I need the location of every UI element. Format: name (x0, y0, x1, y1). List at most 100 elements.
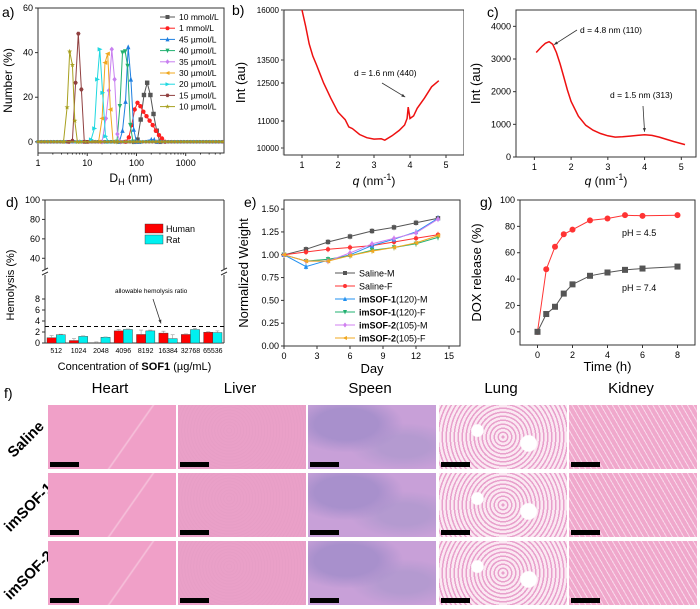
series-line-2 (283, 217, 439, 268)
histology-tile-imsof-2-kidney (569, 541, 697, 605)
data-point (144, 113, 149, 119)
x-tick-label: 4 (605, 350, 610, 360)
data-point (303, 249, 309, 255)
data-point-baseline (194, 139, 199, 144)
column-header-liver: Liver (223, 380, 257, 397)
scale-bar (571, 598, 600, 603)
data-point-baseline (58, 139, 63, 144)
data-point (109, 46, 114, 52)
data-point-baseline (185, 139, 190, 144)
legend-label: 45 µmol/L (179, 34, 217, 44)
data-point (569, 281, 576, 288)
scale-bar (180, 462, 209, 467)
x-tick-label: 1 (532, 162, 537, 172)
series-line-1 (283, 234, 439, 256)
x-tick-label: 6 (640, 350, 645, 360)
axis-break-mark (41, 271, 49, 276)
histology-tile-saline-lung (439, 405, 567, 469)
data-point-baseline (204, 139, 209, 144)
panel-label-b: b) (232, 2, 245, 18)
y-tick-label: 100 (500, 195, 515, 205)
data-point (144, 80, 150, 85)
data-point (128, 76, 134, 82)
y-tick-label: 6 (35, 305, 40, 315)
data-point (413, 230, 419, 236)
bar-human (46, 337, 57, 344)
y-axis-label: Int (au) (468, 63, 483, 104)
legend-swatch (144, 234, 164, 245)
data-point-baseline (178, 139, 183, 144)
x-tick-label: 512 (50, 348, 62, 355)
series-line-0 (537, 214, 678, 332)
data-point (73, 80, 78, 85)
legend-label: 15 µmol/L (179, 90, 217, 100)
scale-bar (310, 530, 339, 535)
x-tick-label: 9 (380, 351, 385, 361)
plot-frame (37, 7, 225, 154)
series-line-7 (68, 33, 88, 143)
data-point (639, 212, 646, 219)
saxs-curve (301, 9, 440, 142)
y-tick-label: 4000 (491, 21, 511, 31)
annotation-arrow-head (554, 41, 559, 45)
data-point-baseline (143, 139, 148, 144)
series-line-1 (537, 266, 678, 333)
annotation-text: d = 1.6 nm (440) (354, 68, 417, 78)
data-point-baseline (48, 139, 53, 144)
data-point (107, 107, 113, 112)
series-label-ph45: pH = 4.5 (622, 228, 656, 238)
data-point (125, 63, 130, 69)
data-point (128, 122, 133, 128)
data-point-baseline (140, 139, 145, 144)
data-point (369, 228, 375, 234)
data-point (120, 127, 125, 133)
x-axis-label: Time (h) (584, 359, 632, 374)
data-point (74, 139, 80, 145)
data-point (604, 215, 611, 222)
data-point (543, 266, 550, 273)
data-point-baseline (150, 139, 155, 144)
data-point (104, 51, 110, 56)
y-tick-label: 1.50 (261, 204, 279, 214)
legend-marker (165, 48, 170, 54)
data-point-baseline (175, 139, 180, 144)
x-axis-label: Day (360, 361, 384, 376)
scale-bar (571, 530, 600, 535)
series-line-5 (283, 235, 439, 262)
y-tick-label: 13500 (257, 56, 280, 65)
legend-label: imSOF-1(120)-F (359, 308, 426, 318)
legend-marker (343, 284, 347, 288)
data-point-baseline (96, 139, 101, 144)
legend-label: 1 mmol/L (179, 23, 214, 33)
data-point (138, 117, 143, 122)
data-point (674, 263, 681, 270)
data-point (100, 90, 106, 95)
data-point-baseline (99, 139, 104, 144)
threshold-arrow-head (158, 319, 162, 324)
legend-label: imSOF-2(105)-F (359, 334, 426, 344)
y-tick-label: 2 (35, 327, 40, 337)
y-tick-label: 80 (30, 214, 40, 224)
annotation-text: d = 4.8 nm (110) (580, 25, 642, 35)
scale-bar (50, 530, 79, 535)
data-point-baseline (153, 139, 158, 144)
data-point (60, 139, 67, 145)
data-point (534, 328, 541, 335)
legend-marker (165, 82, 170, 87)
y-tick-label: 100 (25, 195, 40, 205)
scale-bar (571, 462, 600, 467)
data-point (587, 272, 593, 279)
data-point (435, 233, 441, 238)
scale-bar (441, 530, 470, 535)
column-header-lung: Lung (484, 380, 518, 397)
x-tick-label: 3 (605, 162, 610, 172)
data-point (413, 220, 419, 226)
legend-marker (343, 271, 347, 275)
annotation-arrow (642, 105, 645, 132)
data-point (391, 245, 397, 250)
y-tick-label: 0 (28, 137, 33, 147)
x-tick-label: 1 (299, 160, 304, 170)
data-point-baseline (86, 139, 91, 144)
legend-marker (165, 26, 170, 31)
